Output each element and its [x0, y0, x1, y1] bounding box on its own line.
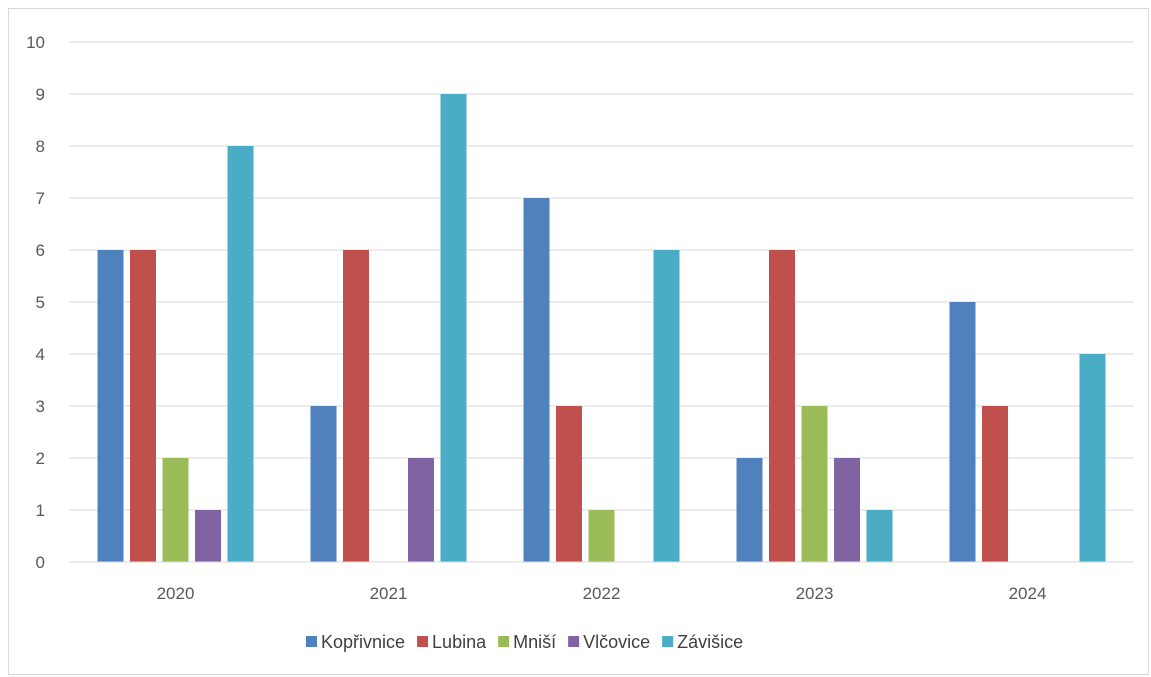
bar-2023-2 [801, 406, 828, 562]
bar-2021-0 [310, 406, 337, 562]
y-tick-label: 2 [36, 449, 45, 468]
y-tick-label: 9 [36, 85, 45, 104]
y-axis-ticks: 0 1 2 3 4 5 6 7 8 9 10 [26, 33, 45, 572]
bar-2021-1 [343, 250, 369, 562]
x-tick-label: 2021 [370, 584, 408, 603]
x-tick-label: 2024 [1009, 584, 1047, 603]
y-tick-label: 0 [36, 553, 45, 572]
legend-label: Kopřivnice [321, 632, 405, 652]
bar-2020-2 [162, 458, 189, 562]
bar-2024-1 [982, 406, 1008, 562]
bar-2020-0 [97, 250, 124, 562]
y-tick-label: 7 [36, 189, 45, 208]
bar-2022-2 [588, 510, 615, 562]
bar-2020-1 [130, 250, 156, 562]
bar-2021-4 [440, 94, 467, 562]
bar-2021-3 [408, 458, 434, 562]
bar-2023-1 [769, 250, 795, 562]
bar-2023-0 [736, 458, 763, 562]
bars [97, 94, 1106, 562]
bar-2023-4 [866, 510, 893, 562]
y-tick-label: 4 [36, 345, 45, 364]
bar-2020-4 [227, 146, 254, 562]
legend-swatch [568, 636, 580, 647]
legend-swatch [417, 636, 429, 647]
bar-2022-0 [523, 198, 550, 562]
x-axis-ticks: 2020 2021 2022 2023 2024 [157, 584, 1047, 603]
x-tick-label: 2020 [157, 584, 195, 603]
legend-label: Vlčovice [583, 632, 650, 652]
bar-2023-3 [834, 458, 860, 562]
bar-2024-0 [949, 302, 976, 562]
legend: Kopřivnice Lubina Mniší Vlčovice Závišice [306, 632, 743, 652]
y-tick-label: 8 [36, 137, 45, 156]
legend-label: Lubina [432, 632, 487, 652]
y-tick-label: 6 [36, 241, 45, 260]
y-tick-label: 5 [36, 293, 45, 312]
bar-2022-4 [653, 250, 680, 562]
x-tick-label: 2023 [796, 584, 834, 603]
y-tick-label: 10 [26, 33, 45, 52]
bar-2024-4 [1079, 354, 1106, 562]
bar-chart: 0 1 2 3 4 5 6 7 8 9 10 2020 2021 2022 2023 2024 Kopřiv… [26, 33, 1134, 652]
x-tick-label: 2022 [583, 584, 621, 603]
y-tick-label: 3 [36, 397, 45, 416]
chart-frame: 0 1 2 3 4 5 6 7 8 9 10 2020 2021 2022 2023 2024 Kopřiv… [8, 8, 1149, 675]
y-tick-label: 1 [36, 501, 45, 520]
legend-label: Mniší [513, 632, 556, 652]
legend-swatch [498, 636, 510, 647]
bar-2020-3 [195, 510, 221, 562]
legend-swatch [306, 636, 317, 647]
legend-label: Závišice [677, 632, 743, 652]
bar-2022-1 [556, 406, 582, 562]
legend-swatch [662, 636, 674, 647]
